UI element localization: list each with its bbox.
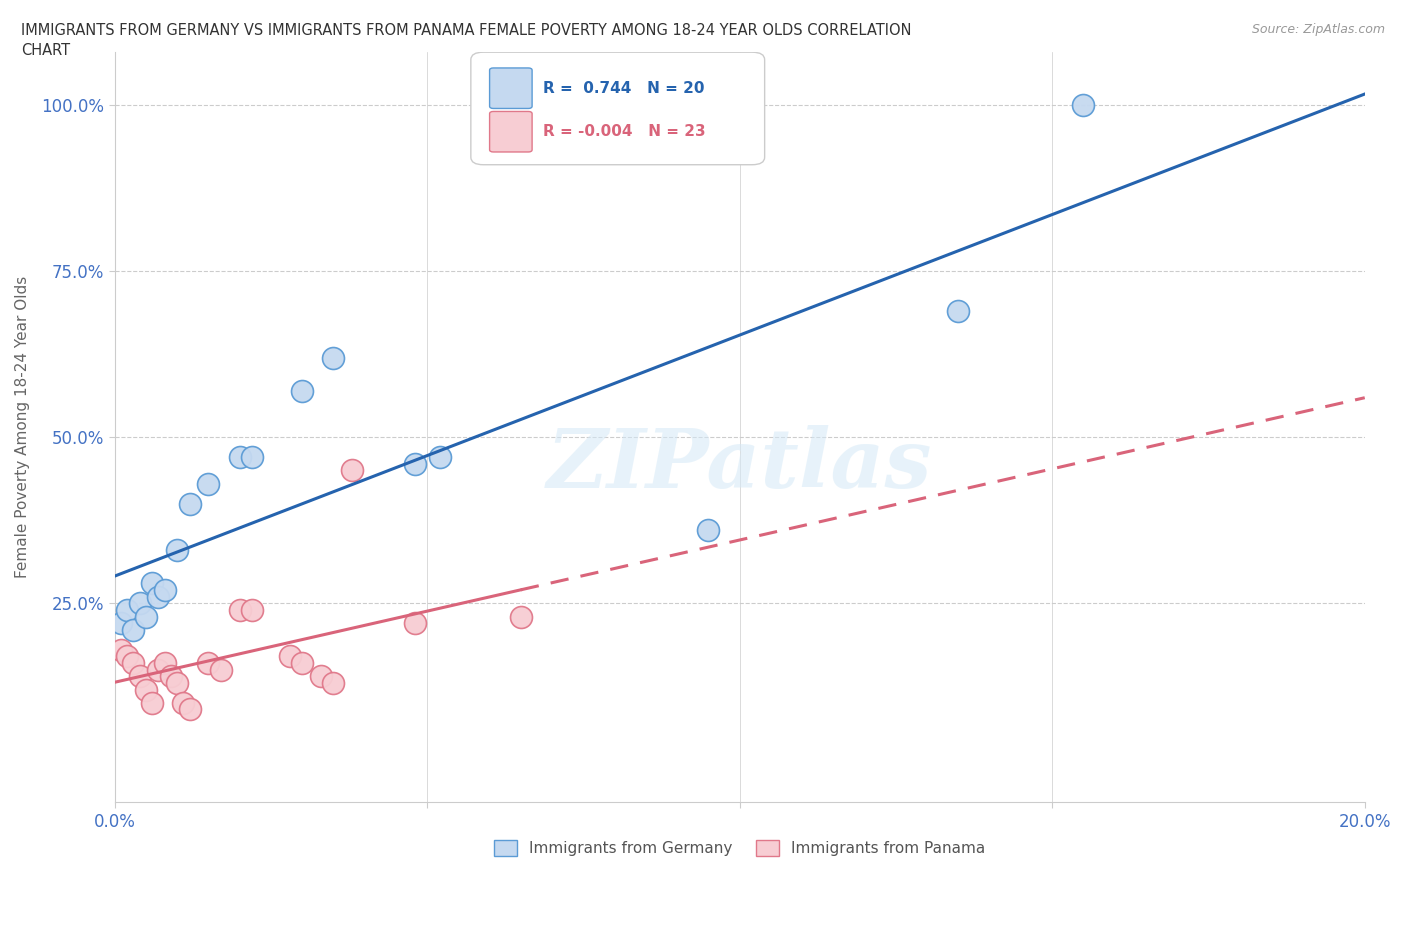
FancyBboxPatch shape bbox=[489, 68, 531, 109]
Point bbox=[179, 702, 201, 717]
Text: IMMIGRANTS FROM GERMANY VS IMMIGRANTS FROM PANAMA FEMALE POVERTY AMONG 18-24 YEA: IMMIGRANTS FROM GERMANY VS IMMIGRANTS FR… bbox=[21, 23, 911, 58]
Point bbox=[115, 603, 138, 618]
Point bbox=[115, 649, 138, 664]
Point bbox=[179, 497, 201, 512]
Point bbox=[309, 669, 332, 684]
Point bbox=[322, 675, 344, 690]
Point bbox=[340, 463, 363, 478]
Point bbox=[209, 662, 232, 677]
Point bbox=[429, 450, 451, 465]
Point bbox=[404, 457, 426, 472]
FancyBboxPatch shape bbox=[489, 112, 531, 152]
Point bbox=[153, 582, 176, 597]
Point bbox=[110, 643, 132, 658]
Y-axis label: Female Poverty Among 18-24 Year Olds: Female Poverty Among 18-24 Year Olds bbox=[15, 276, 30, 578]
Point bbox=[135, 682, 157, 697]
Point bbox=[122, 656, 145, 671]
Point bbox=[228, 603, 250, 618]
Point bbox=[197, 656, 219, 671]
Point bbox=[1073, 98, 1095, 113]
Point bbox=[228, 450, 250, 465]
Legend: Immigrants from Germany, Immigrants from Panama: Immigrants from Germany, Immigrants from… bbox=[488, 834, 991, 862]
Point bbox=[240, 603, 263, 618]
Text: R = -0.004   N = 23: R = -0.004 N = 23 bbox=[543, 125, 706, 140]
Point bbox=[159, 669, 181, 684]
Point bbox=[240, 450, 263, 465]
Point bbox=[135, 609, 157, 624]
Point bbox=[141, 696, 163, 711]
Point bbox=[128, 596, 150, 611]
Point bbox=[153, 656, 176, 671]
Point bbox=[404, 616, 426, 631]
Point bbox=[172, 696, 194, 711]
Point bbox=[697, 523, 720, 538]
Point bbox=[322, 351, 344, 365]
Text: ZIPatlas: ZIPatlas bbox=[547, 425, 932, 505]
Point bbox=[948, 304, 970, 319]
Point bbox=[122, 622, 145, 637]
Point bbox=[197, 476, 219, 491]
Point bbox=[128, 669, 150, 684]
Point bbox=[509, 609, 531, 624]
Point bbox=[148, 589, 170, 604]
Point bbox=[148, 662, 170, 677]
FancyBboxPatch shape bbox=[471, 52, 765, 165]
Text: R =  0.744   N = 20: R = 0.744 N = 20 bbox=[543, 81, 704, 96]
Point bbox=[166, 675, 188, 690]
Point bbox=[141, 576, 163, 591]
Point bbox=[166, 543, 188, 558]
Point bbox=[291, 656, 314, 671]
Point bbox=[291, 383, 314, 398]
Point bbox=[110, 616, 132, 631]
Text: Source: ZipAtlas.com: Source: ZipAtlas.com bbox=[1251, 23, 1385, 36]
Point bbox=[278, 649, 301, 664]
